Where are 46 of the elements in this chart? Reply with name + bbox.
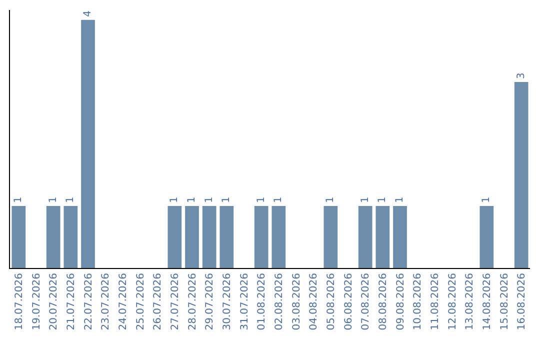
data-label: 1 xyxy=(481,196,492,203)
x-tick-label: 20.07.2026 xyxy=(48,273,60,330)
data-label: 1 xyxy=(273,196,284,203)
x-tick-label: 01.08.2026 xyxy=(256,273,268,330)
x-tick-label: 24.07.2026 xyxy=(118,273,129,330)
x-tick-label: 14.08.2026 xyxy=(482,273,493,330)
data-label: 1 xyxy=(221,196,232,203)
data-label: 1 xyxy=(48,196,59,203)
x-tick-label: 13.08.2026 xyxy=(464,273,476,330)
x-tick-label: 03.08.2026 xyxy=(291,273,302,330)
x-tick-label: 08.08.2026 xyxy=(378,273,389,330)
data-label: 1 xyxy=(325,196,336,203)
x-tick-label: 19.07.2026 xyxy=(31,273,42,330)
data-label: 1 xyxy=(13,196,24,203)
data-label: 1 xyxy=(394,196,406,203)
x-tick-label: 29.07.2026 xyxy=(204,273,216,330)
x-tick-label: 12.08.2026 xyxy=(447,273,458,330)
x-tick-label: 28.07.2026 xyxy=(187,273,198,330)
x-tick-label: 15.08.2026 xyxy=(499,273,510,330)
data-label: 3 xyxy=(516,72,527,79)
x-tick-label: 07.08.2026 xyxy=(360,273,372,330)
data-label: 1 xyxy=(186,196,198,203)
x-tick-label: 04.08.2026 xyxy=(308,273,320,330)
data-label: 1 xyxy=(65,196,76,203)
x-tick-label: 22.07.2026 xyxy=(83,273,94,330)
x-tick-label: 10.08.2026 xyxy=(412,273,424,330)
x-tick-label: 31.07.2026 xyxy=(239,273,250,330)
x-tick-label: 30.07.2026 xyxy=(222,273,233,330)
data-label: 1 xyxy=(256,196,267,203)
data-label: 1 xyxy=(204,196,215,203)
x-tick-label: 25.07.2026 xyxy=(135,273,146,330)
x-tick-label: 02.08.2026 xyxy=(274,273,285,330)
x-tick-label: 16.08.2026 xyxy=(516,273,528,330)
x-tick-label: 23.07.2026 xyxy=(100,273,112,330)
x-tick-label: 09.08.2026 xyxy=(395,273,406,330)
x-tick-label: 26.07.2026 xyxy=(152,273,164,330)
x-tick-label: 27.07.2026 xyxy=(170,273,181,330)
data-label: 1 xyxy=(169,196,180,203)
x-tick-label: 21.07.2026 xyxy=(66,273,77,330)
data-label: 1 xyxy=(377,196,388,203)
x-tick-label: 06.08.2026 xyxy=(343,273,354,330)
x-tick-label: 05.08.2026 xyxy=(326,273,337,330)
x-tick-label: 11.08.2026 xyxy=(430,273,441,330)
data-label: 4 xyxy=(82,10,94,17)
x-tick-label: 18.07.2026 xyxy=(14,273,25,330)
data-label: 1 xyxy=(360,196,371,203)
